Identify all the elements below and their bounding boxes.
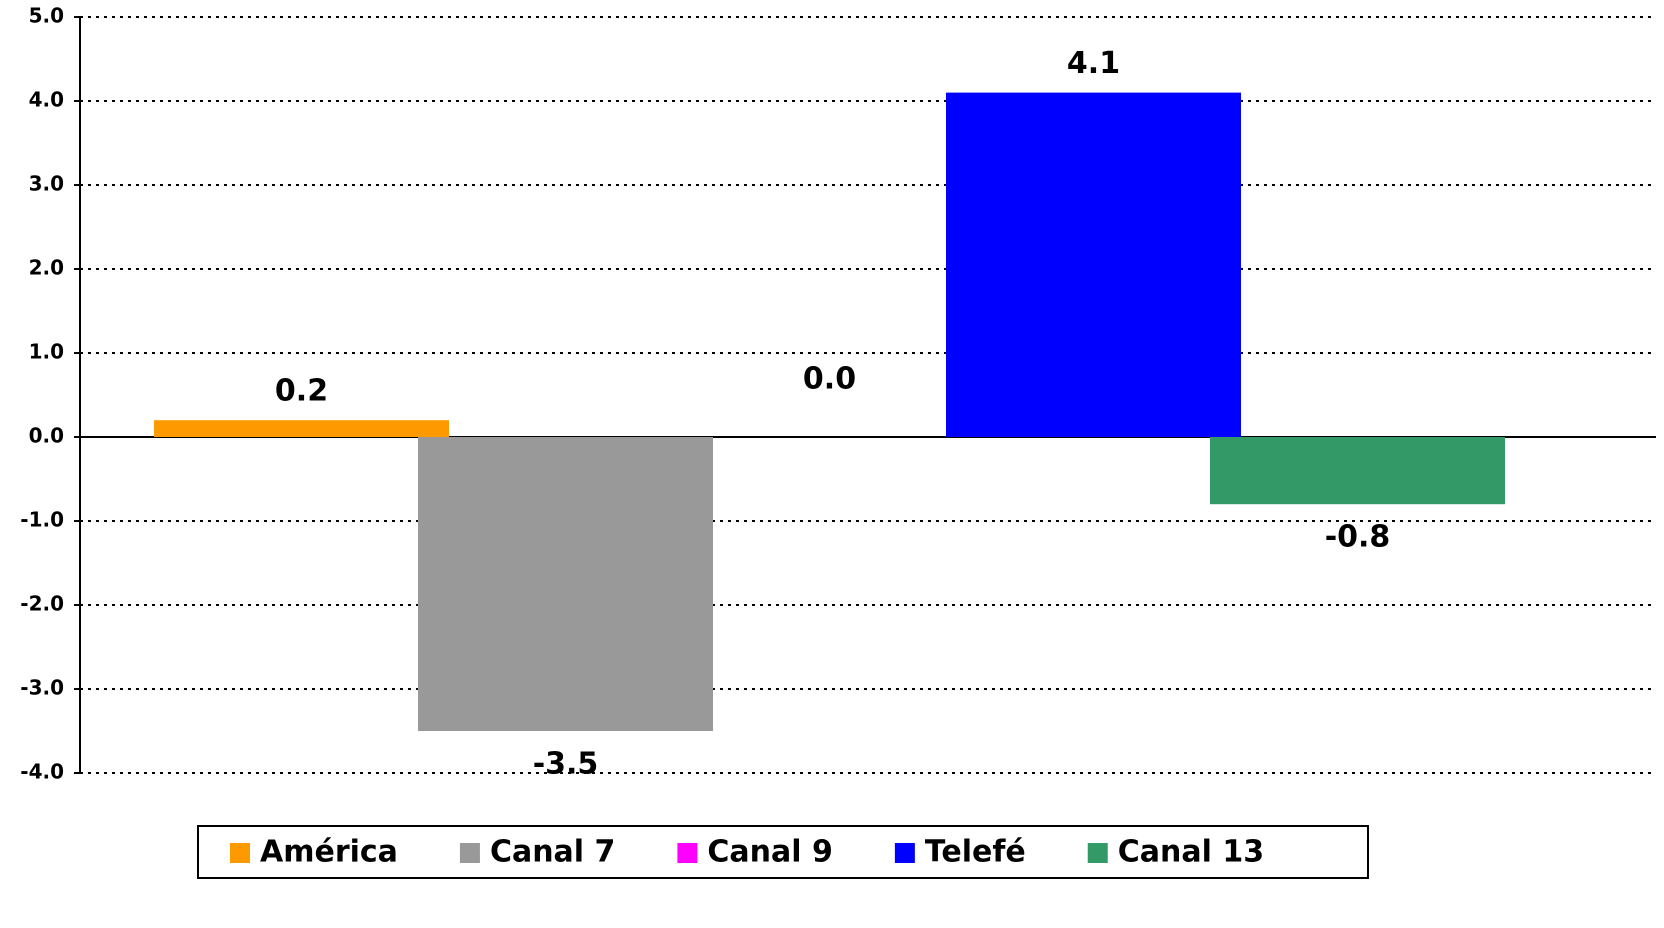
y-tick-label: 5.0 [29,4,64,28]
y-tick-label: 1.0 [29,340,64,364]
data-label: 0.2 [275,374,328,409]
legend-label: Canal 13 [1118,835,1264,870]
legend-swatch [230,843,250,863]
data-label: -3.5 [533,747,599,782]
legend-label: Canal 9 [707,835,832,870]
y-tick-label: 3.0 [29,172,64,196]
y-tick-label: 2.0 [29,256,64,280]
y-tick-label: 0.0 [29,424,64,448]
y-tick-label: -3.0 [20,676,64,700]
y-tick-label: -2.0 [20,592,64,616]
bar [418,437,713,731]
legend-swatch [894,843,915,863]
y-tick-label: -1.0 [20,508,64,532]
legend-label: América [260,835,398,870]
bar [946,92,1241,437]
y-tick-label: 4.0 [29,88,64,112]
bar [154,420,449,437]
y-tick-label: -4.0 [20,760,64,784]
legend-swatch [677,843,698,863]
legend [197,825,1369,879]
legend-swatch [1087,843,1108,863]
data-label: 4.1 [1067,46,1120,81]
data-label: 0.0 [803,362,856,397]
bar [1210,437,1505,505]
legend-swatch [459,843,480,863]
legend-label: Telefé [925,835,1026,870]
data-label: -0.8 [1325,520,1391,555]
legend-label: Canal 7 [490,835,615,870]
